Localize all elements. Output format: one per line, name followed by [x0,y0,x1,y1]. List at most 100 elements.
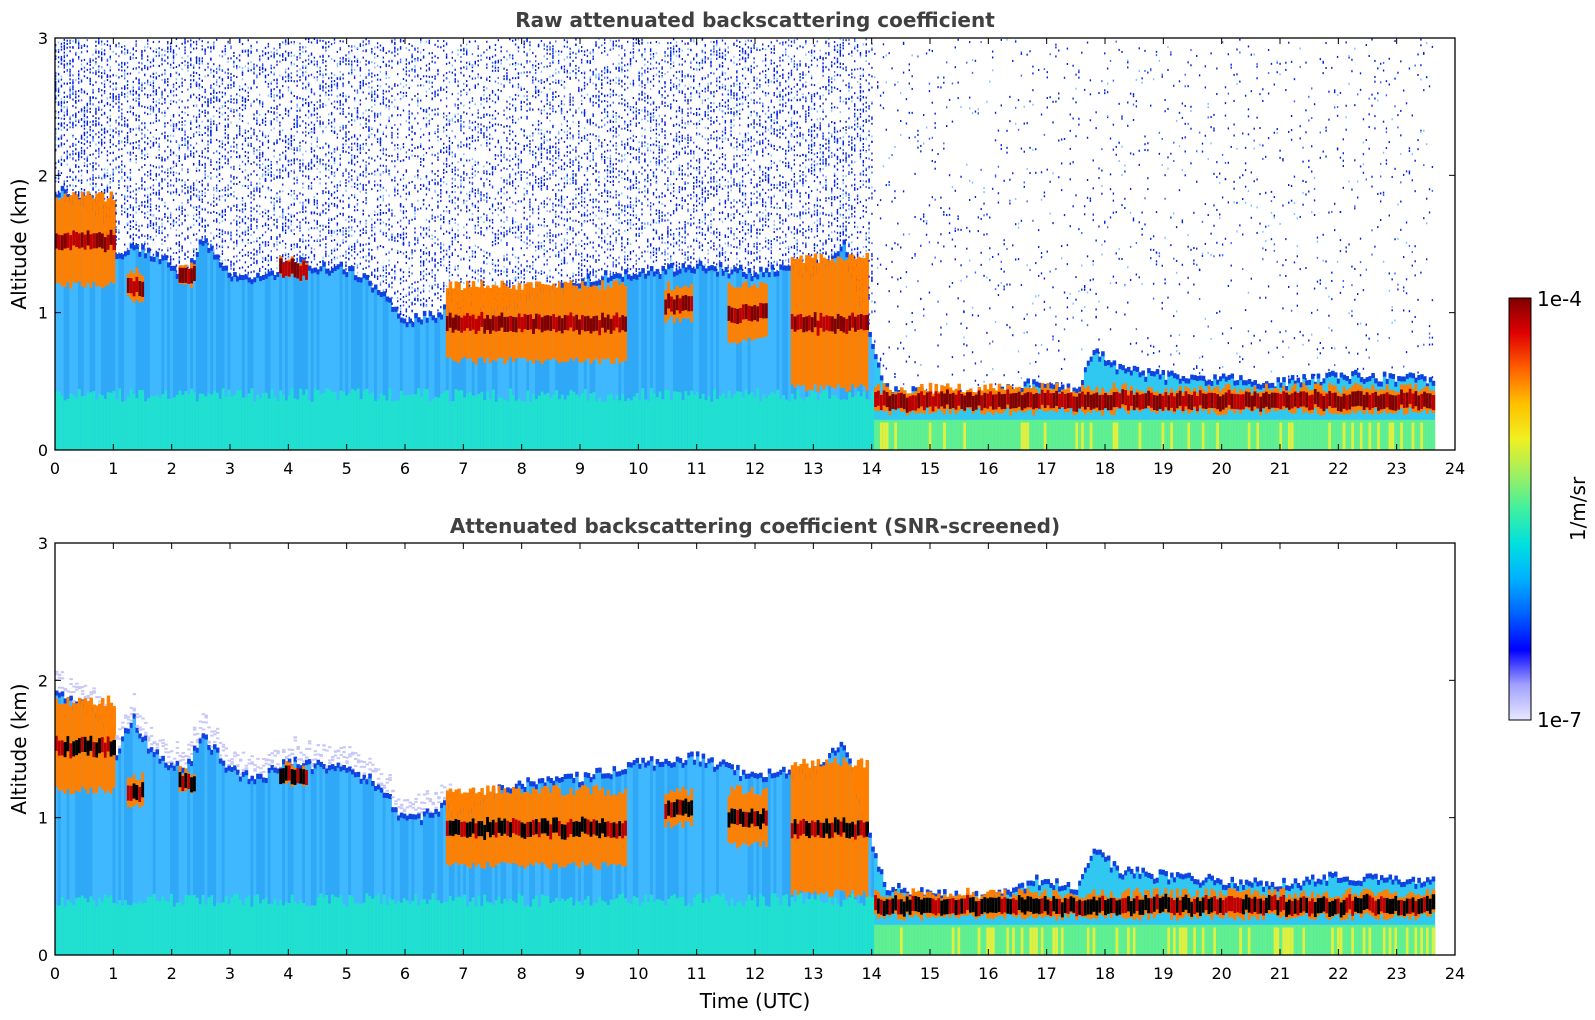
noise-pixel [359,123,362,126]
noise-pixel [359,147,362,150]
noise-pixel [328,197,330,200]
noise-pixel [75,185,77,188]
aerosol-core [132,281,137,297]
noise-pixel [95,109,97,112]
noise-pixel [328,203,330,206]
noise-pixel [287,146,290,149]
noise-pixel [264,208,267,211]
noise-pixel [224,48,226,51]
layer-edge [175,273,180,279]
surface-band [172,397,177,450]
noise-pixel [336,65,339,68]
noise-pixel [233,74,235,77]
noise-pixel [63,70,66,73]
noise-pixel [256,117,258,120]
noise-pixel [86,123,89,126]
noise-pixel [109,48,112,51]
surface-band [155,395,160,450]
noise-pixel [365,202,367,205]
noise-pixel [333,162,336,165]
noise-pixel [336,243,339,246]
noise-pixel [282,117,284,120]
noise-pixel [267,82,270,85]
noise-pixel [342,110,344,113]
noise-pixel [198,216,201,219]
noise-pixel [302,186,304,189]
noise-pixel [149,173,152,176]
noise-pixel [89,97,91,100]
noise-pixel [238,59,241,62]
noise-pixel [158,51,160,54]
noise-pixel [230,98,232,101]
noise-pixel [374,46,376,49]
surface-band [132,394,137,450]
noise-pixel [302,82,304,85]
noise-pixel [296,115,298,118]
boundary-layer-column [230,276,234,450]
noise-pixel [195,170,198,173]
noise-pixel [112,97,114,100]
noise-pixel [98,75,100,78]
noise-pixel [302,140,304,143]
noise-pixel [190,79,192,82]
noise-pixel [106,74,109,77]
noise-pixel [221,259,224,262]
noise-pixel [376,189,379,192]
noise-pixel [264,173,267,176]
noise-pixel [270,92,272,95]
noise-pixel [264,245,267,248]
noise-pixel [100,128,103,131]
noise-pixel [152,57,155,60]
noise-pixel [328,190,330,193]
noise-pixel [192,247,195,250]
noise-pixel [256,156,258,159]
noise-pixel [259,113,261,116]
boundary-layer-column [69,199,73,450]
noise-pixel [175,234,178,237]
noise-pixel [57,180,60,183]
noise-pixel [241,49,244,52]
noise-pixel [190,144,192,147]
noise-pixel [238,251,241,254]
noise-pixel [77,42,80,45]
noise-pixel [190,187,192,190]
noise-pixel [342,40,344,43]
noise-pixel [161,48,163,51]
noise-pixel [103,174,106,177]
noise-pixel [190,121,192,124]
noise-pixel [310,53,313,56]
noise-pixel [169,262,172,265]
noise-pixel [374,62,376,65]
noise-pixel [267,173,270,176]
noise-pixel [374,233,376,236]
noise-pixel [155,230,157,233]
noise-pixel [63,151,66,154]
noise-pixel [322,89,324,92]
noise-pixel [149,219,152,222]
noise-pixel [195,82,198,85]
noise-pixel [135,67,137,70]
noise-pixel [100,76,103,79]
noise-pixel [287,219,290,222]
noise-pixel [302,218,304,221]
noise-pixel [316,107,318,110]
noise-pixel [141,184,143,187]
noise-pixel [100,168,103,171]
noise-pixel [121,108,123,111]
noise-pixel [325,82,327,85]
noise-pixel [233,175,235,178]
boundary-layer-column [279,263,283,450]
noise-pixel [305,130,307,133]
noise-pixel [241,50,244,53]
noise-pixel [244,244,247,247]
boundary-layer-column [172,265,177,450]
noise-pixel [244,261,247,264]
noise-pixel [227,72,229,75]
noise-pixel [129,106,132,109]
noise-pixel [213,94,215,97]
noise-pixel [330,129,333,132]
noise-pixel [155,173,157,176]
noise-pixel [126,132,129,135]
noise-pixel [230,94,232,97]
noise-pixel [152,50,155,53]
